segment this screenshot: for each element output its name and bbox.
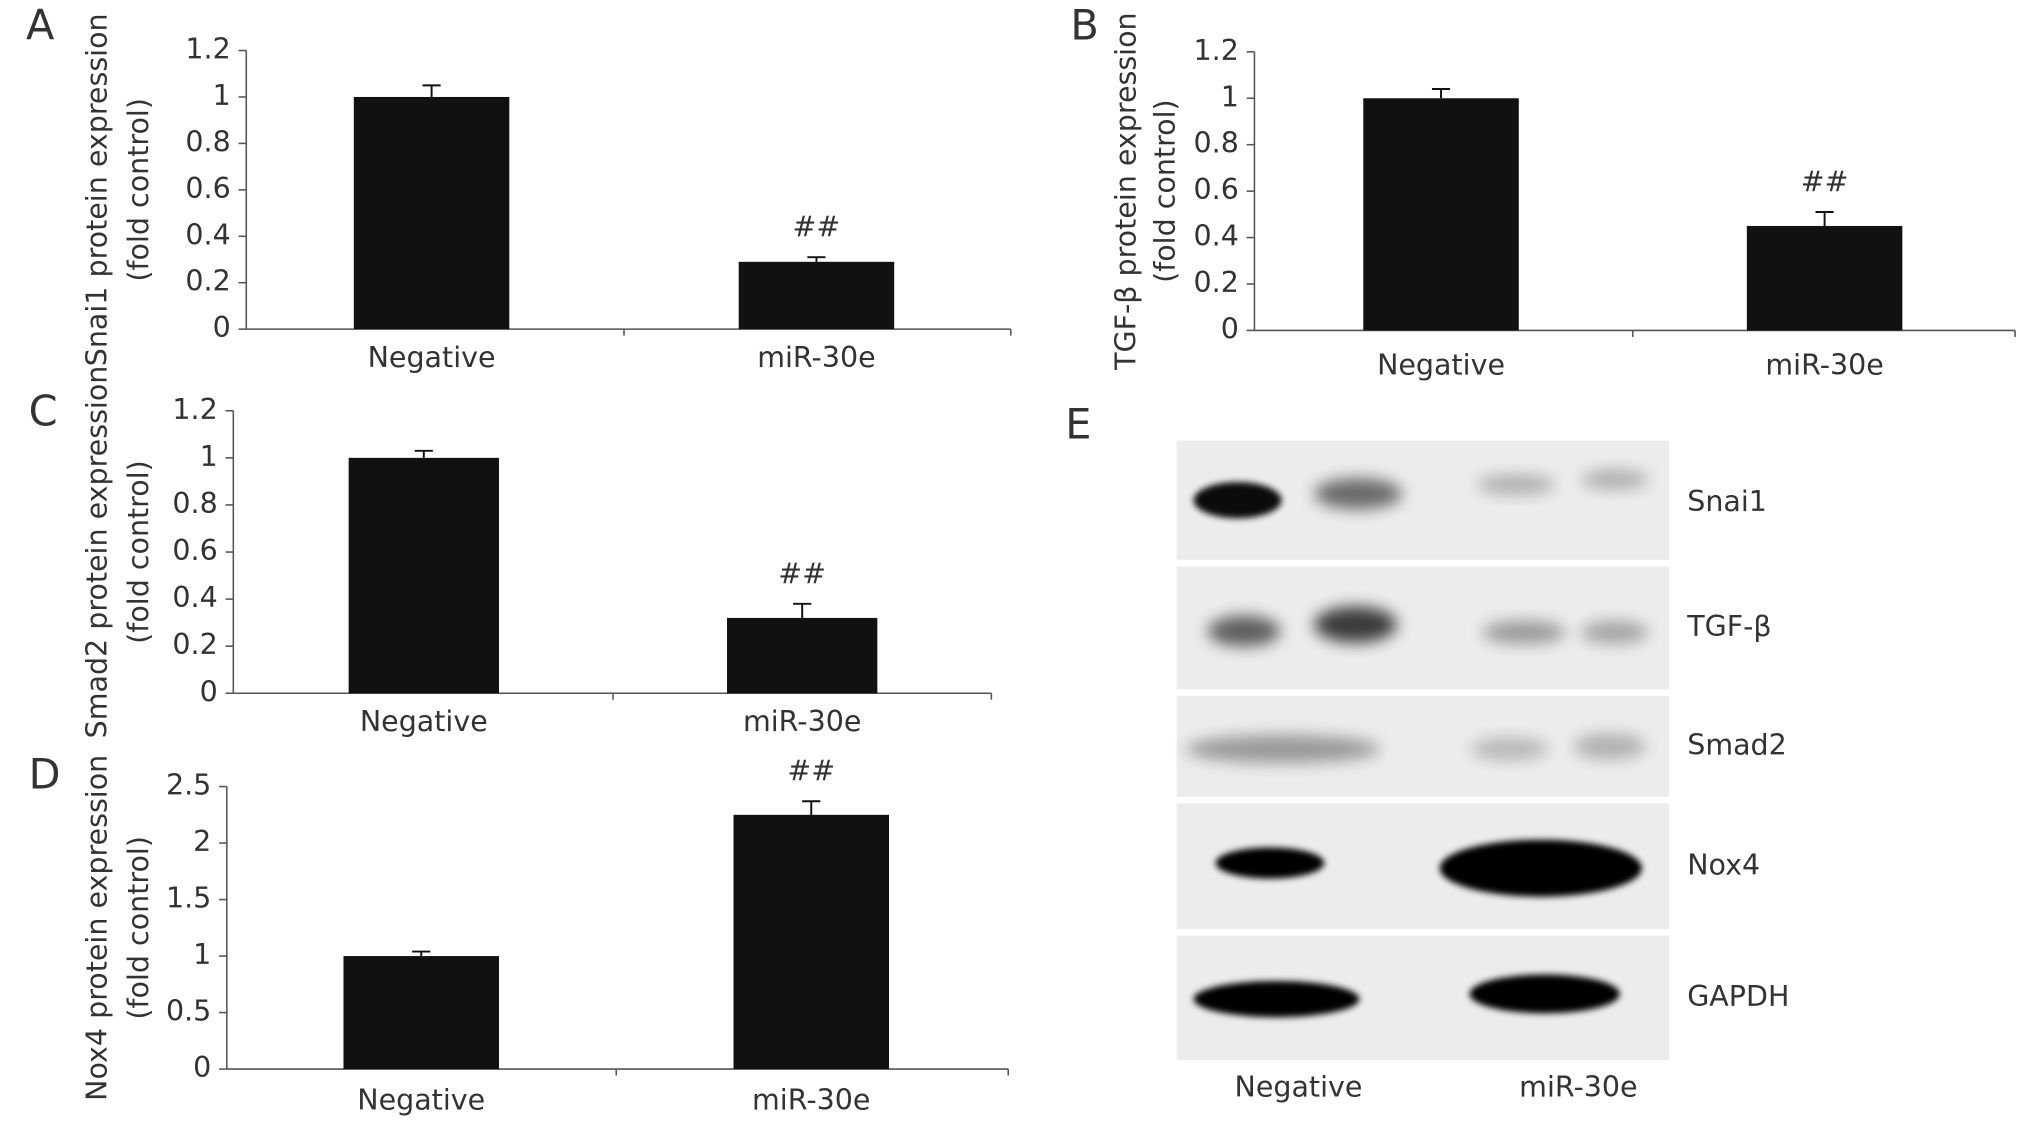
y-tick-label: 0.4 xyxy=(1194,220,1239,253)
y-axis-label: Snai1 protein expression xyxy=(81,13,114,366)
panel-label: D xyxy=(29,750,61,798)
x-tick-label: Negative xyxy=(368,341,496,374)
blot-band xyxy=(1439,839,1642,897)
panel-label: B xyxy=(1070,2,1098,50)
error-bar xyxy=(422,84,441,97)
error-bar xyxy=(793,602,812,618)
blot-band xyxy=(1207,615,1281,647)
row-label: Nox4 xyxy=(1687,848,1760,881)
bar xyxy=(1363,98,1519,331)
x-tick-label: miR-30e xyxy=(752,1083,870,1116)
bar xyxy=(738,261,895,330)
y-tick-label: 0.4 xyxy=(172,581,217,614)
bar xyxy=(733,814,890,1070)
y-tick-label: 0.5 xyxy=(166,995,211,1028)
y-tick-label: 1.5 xyxy=(166,882,211,915)
y-tick-label: 0 xyxy=(1221,312,1239,345)
y-tick-label: 2.5 xyxy=(166,769,211,802)
y-tick-label: 1 xyxy=(1221,80,1239,113)
blot-band xyxy=(1580,620,1649,645)
blot-band xyxy=(1314,606,1397,643)
y-tick-label: 0 xyxy=(213,311,231,344)
lane-label: miR-30e xyxy=(1519,1070,1637,1103)
y-tick-label: 0.6 xyxy=(172,534,217,567)
bar xyxy=(727,617,878,694)
blot-band xyxy=(1482,620,1566,645)
blot-band xyxy=(1469,974,1620,1014)
panel-label: C xyxy=(29,388,58,436)
x-tick-label: miR-30e xyxy=(1765,349,1883,382)
y-axis-label: Smad2 protein expression xyxy=(81,366,114,739)
blot-band xyxy=(1477,474,1556,496)
error-bar xyxy=(807,256,826,262)
bar xyxy=(348,457,499,694)
y-tick-label: 1 xyxy=(200,440,218,473)
y-tick-label: 1.2 xyxy=(185,33,230,66)
x-tick-label: Negative xyxy=(357,1083,485,1116)
x-tick-label: Negative xyxy=(1377,349,1505,382)
y-axis-label: (fold control) xyxy=(122,836,155,1020)
y-tick-label: 0.8 xyxy=(185,125,230,158)
y-tick-label: 2 xyxy=(193,825,211,858)
bar xyxy=(353,96,510,330)
error-bar xyxy=(802,800,821,815)
x-tick-label: miR-30e xyxy=(743,705,861,738)
y-axis-label: TGF-β protein expression xyxy=(1109,12,1142,371)
y-tick-label: 0.8 xyxy=(172,487,217,520)
lane-label: Negative xyxy=(1235,1070,1363,1103)
y-tick-label: 0 xyxy=(200,675,218,708)
error-bar xyxy=(1431,88,1451,99)
row-label: Snai1 xyxy=(1687,485,1767,518)
blot-band xyxy=(1215,847,1325,879)
significance-marker: ## xyxy=(787,755,835,788)
y-tick-label: 0.4 xyxy=(185,218,230,251)
x-tick-label: miR-30e xyxy=(757,341,875,374)
blot-band xyxy=(1314,478,1403,510)
y-axis-label: Nox4 protein expression xyxy=(81,755,114,1101)
blot-band xyxy=(1185,734,1381,764)
y-axis-label: (fold control) xyxy=(1148,99,1181,283)
y-tick-label: 0.2 xyxy=(185,265,230,298)
y-tick-label: 0.2 xyxy=(172,628,217,661)
significance-marker: ## xyxy=(793,211,841,244)
y-tick-label: 1 xyxy=(213,79,231,112)
y-axis-label: (fold control) xyxy=(122,98,155,282)
blot-band xyxy=(1580,469,1649,490)
blot-band xyxy=(1193,980,1360,1018)
y-tick-label: 0.2 xyxy=(1194,266,1239,299)
error-bar xyxy=(414,449,433,458)
row-label: GAPDH xyxy=(1687,980,1789,1013)
y-tick-label: 1.2 xyxy=(172,393,217,426)
panel-label: E xyxy=(1065,401,1091,449)
y-tick-label: 0 xyxy=(193,1051,211,1084)
y-axis-label: (fold control) xyxy=(122,460,155,644)
x-tick-label: Negative xyxy=(360,705,488,738)
y-tick-label: 0.8 xyxy=(1194,127,1239,160)
row-label: TGF-β xyxy=(1686,610,1771,643)
blot-band xyxy=(1193,482,1282,519)
bar xyxy=(343,956,499,1070)
row-label: Smad2 xyxy=(1687,728,1787,761)
blot-band xyxy=(1573,733,1646,760)
error-bar xyxy=(1815,211,1834,226)
y-tick-label: 1 xyxy=(193,938,211,971)
bar xyxy=(1746,225,1903,331)
y-tick-label: 0.6 xyxy=(1194,173,1239,206)
y-tick-label: 1.2 xyxy=(1194,34,1239,67)
error-bar xyxy=(412,950,431,957)
blot-band xyxy=(1470,737,1549,761)
panel-label: A xyxy=(26,2,55,50)
significance-marker: ## xyxy=(778,557,826,590)
y-tick-label: 0.6 xyxy=(185,172,230,205)
significance-marker: ## xyxy=(1801,166,1849,199)
